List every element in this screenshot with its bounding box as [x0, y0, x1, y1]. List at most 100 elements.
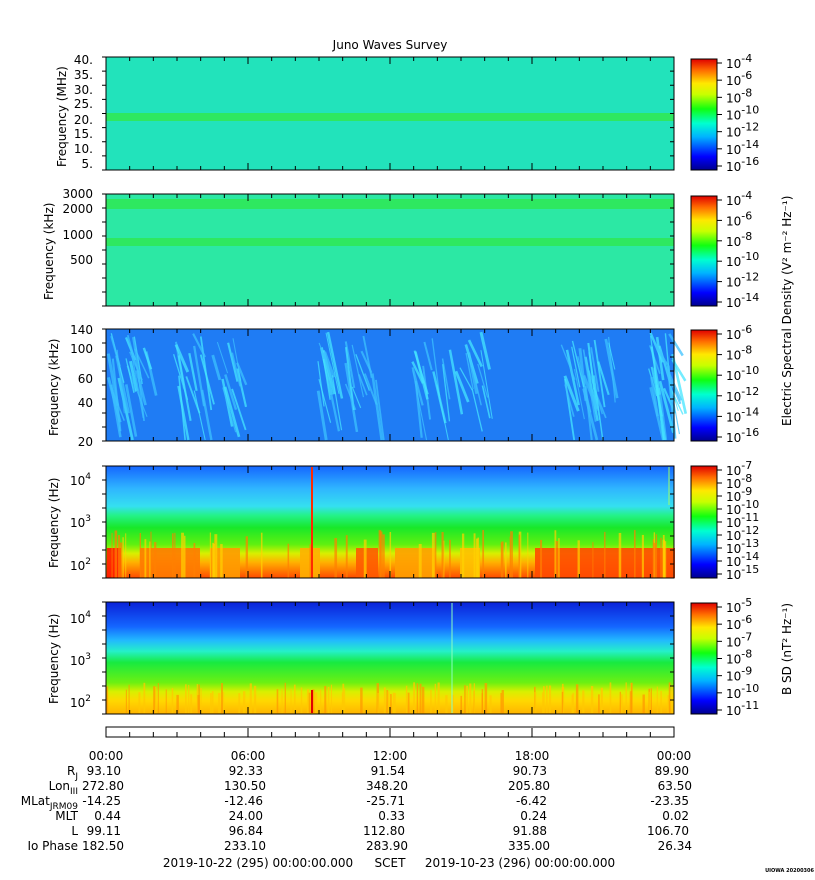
colorbar-tick-label: 10-4 — [726, 189, 752, 208]
emission-streak — [650, 346, 661, 395]
eph-value: 0.44 — [94, 809, 121, 823]
emission-streak — [344, 341, 356, 389]
emission-streak — [132, 337, 141, 380]
eph-label-l: L — [71, 824, 78, 838]
ytick-label: 30. — [74, 83, 93, 97]
colorbar-tick-label: 10-14 — [726, 291, 759, 310]
emission-streak — [577, 356, 592, 413]
emission-streak — [142, 347, 153, 370]
colorbar-tick-label: 10-6 — [726, 323, 752, 342]
colorbar-tick-label: 10-16 — [726, 155, 759, 174]
colorbar-tick-label: 10-11 — [726, 511, 759, 530]
emission-streak — [467, 339, 483, 368]
emission-streak — [231, 388, 247, 431]
eph-value: 233.10 — [224, 839, 266, 853]
emission-streak — [177, 355, 192, 422]
ytick-label: 500 — [70, 253, 93, 267]
emission-streak — [318, 379, 332, 423]
footer-start: 2019-10-22 (295) 00:00:00.000 — [163, 856, 353, 870]
eph-value: 112.80 — [363, 824, 405, 838]
eph-value: 130.50 — [224, 779, 266, 793]
emission-streak — [587, 342, 598, 410]
colorbar-3 — [690, 329, 718, 442]
emission-streak — [126, 334, 139, 371]
colorbar-tick-label: 10-10 — [726, 364, 759, 383]
colorbar-tick-label: 10-11 — [726, 699, 759, 718]
emission-streak — [655, 336, 665, 381]
ytick-label: 10. — [74, 142, 93, 156]
eph-value: 99.11 — [87, 824, 121, 838]
emission-streak — [582, 374, 600, 412]
emission-streak — [597, 361, 610, 396]
emission-streak — [355, 354, 371, 391]
ytick-label: 102 — [70, 694, 91, 710]
eph-value: 90.73 — [513, 764, 547, 778]
emission-streak — [571, 340, 585, 388]
emission-streak — [323, 351, 336, 378]
emission-streak — [227, 342, 239, 382]
emission-streak — [582, 349, 597, 422]
panel-5-intensity-spikes — [106, 603, 673, 713]
emission-streak — [582, 388, 599, 441]
panel-1-ylabel: Frequency (MHz) — [55, 66, 69, 167]
emission-streak — [106, 353, 120, 407]
colorbar-tick-label: 10-10 — [726, 104, 759, 123]
emission-streak — [584, 356, 599, 422]
stamp: UIOWA 20200306 — [765, 868, 814, 874]
emission-streak — [174, 344, 190, 373]
emission-streak — [573, 369, 585, 420]
emission-streak — [590, 347, 600, 392]
eph-value: 0.24 — [520, 809, 547, 823]
colorbar-tick-label: 10-10 — [726, 498, 759, 517]
colorbar-5 — [690, 602, 718, 715]
time-axis — [105, 726, 675, 738]
time-tick-label: 06:00 — [231, 749, 266, 763]
panel-5 — [102, 601, 675, 715]
colorbar-tick-label: 10-16 — [726, 426, 759, 445]
emission-streak — [480, 350, 493, 419]
colorbar-tick-label: 10-15 — [726, 563, 759, 582]
eph-value: 272.80 — [82, 779, 124, 793]
footer-end: 2019-10-23 (296) 00:00:00.000 — [425, 856, 615, 870]
emission-streak — [436, 384, 449, 441]
emission-streak — [563, 375, 580, 412]
ytick-label: 25. — [74, 97, 93, 111]
emission-streak — [344, 383, 357, 411]
eph-value: -14.25 — [82, 794, 121, 808]
ytick-label: 5. — [82, 157, 93, 171]
emission-streak — [479, 331, 491, 370]
emission-streak — [331, 375, 343, 431]
ytick-label: 40 — [78, 396, 93, 410]
emission-streak — [231, 352, 241, 387]
colorbar-tick-label: 10-8 — [726, 344, 752, 363]
emission-streak — [459, 367, 473, 391]
eph-label-io: Io Phase — [27, 839, 78, 853]
panel-5-ylabel: Frequency (Hz) — [47, 614, 61, 705]
eph-value: 96.84 — [229, 824, 263, 838]
emission-streak — [669, 379, 682, 405]
emission-streak — [178, 375, 186, 441]
colorbar-2 — [690, 195, 718, 307]
time-tick-labels: 00:00 06:00 12:00 18:00 00:00 — [89, 749, 692, 763]
ephemeris-table: RJ LonIII MLatJRM09 MLT L Io Phase 93.10… — [21, 764, 692, 853]
colorbar-tick-label: 10-12 — [726, 524, 759, 543]
eph-value: 92.33 — [229, 764, 263, 778]
ytick-label: 2000 — [62, 202, 93, 216]
emission-streak — [135, 370, 147, 406]
emission-streak — [360, 350, 373, 374]
emission-streak — [560, 344, 576, 380]
panel-1 — [102, 56, 675, 171]
panel-3-emission-streaks — [106, 331, 688, 441]
panel-1-band-21mhz — [106, 113, 674, 121]
ytick-label: 20. — [74, 113, 93, 127]
colorbar-tick-label: 10-10 — [726, 250, 759, 269]
emission-streak — [106, 377, 122, 423]
footer: 2019-10-22 (295) 00:00:00.000 SCET 2019-… — [163, 856, 615, 870]
emission-streak — [448, 349, 464, 415]
panel-2-ytick-labels: 3000 2000 1000 500 — [62, 187, 93, 267]
emission-streak — [134, 348, 150, 379]
emission-streak — [477, 363, 489, 398]
emission-streak — [222, 387, 237, 433]
ytick-label: 103 — [70, 514, 91, 530]
